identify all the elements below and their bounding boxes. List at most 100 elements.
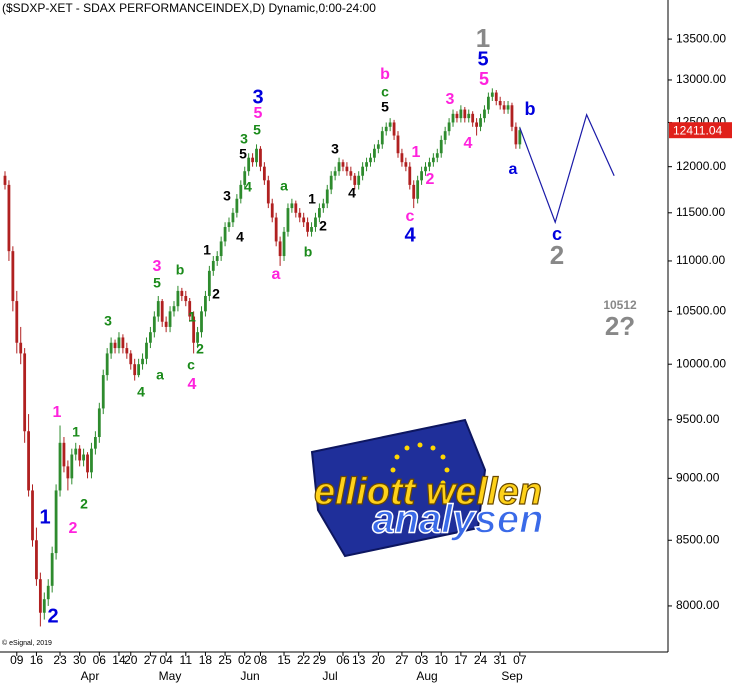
candle-body <box>121 337 125 349</box>
x-tick-label: 06 <box>336 653 350 667</box>
candle-body <box>200 311 203 333</box>
candle-body <box>15 301 19 343</box>
candle-body <box>133 364 137 376</box>
wave-label: 3 <box>331 141 339 157</box>
candle-body <box>219 241 223 257</box>
wave-label: 4 <box>244 179 252 195</box>
candle-body <box>259 148 262 167</box>
month-label: Jun <box>240 669 259 683</box>
candle-body <box>180 290 184 296</box>
candle-body <box>7 184 11 252</box>
candle-body <box>50 553 54 586</box>
candle-body <box>239 184 243 199</box>
wave-label: 2 <box>47 605 58 627</box>
x-tick-label: 06 <box>93 653 107 667</box>
candle-body <box>78 448 82 461</box>
month-label: Jul <box>322 669 337 683</box>
candle-body <box>518 130 522 145</box>
wave-label: b <box>380 66 390 83</box>
y-tick-label: 9000.00 <box>676 471 720 485</box>
x-tick-label: 04 <box>159 653 173 667</box>
x-tick-label: 07 <box>513 653 527 667</box>
candle-body <box>388 122 392 127</box>
wave-label: 1 <box>53 404 62 421</box>
candle-body <box>490 92 494 97</box>
candle-body <box>113 342 117 349</box>
wave-label: b <box>525 99 536 119</box>
candle-body <box>137 364 141 376</box>
wave-label: c <box>552 224 562 244</box>
candle-body <box>400 153 404 163</box>
candle-body <box>117 337 121 349</box>
wave-label: 1 <box>188 309 196 325</box>
candle-body <box>404 162 408 167</box>
wave-label: 2 <box>212 286 220 302</box>
candle-body <box>396 135 400 154</box>
x-tick-label: 17 <box>454 653 468 667</box>
candle-body <box>243 171 247 185</box>
candle-body <box>392 122 396 136</box>
x-tick-label: 03 <box>415 653 429 667</box>
candle-body <box>435 153 439 158</box>
candle-body <box>494 92 498 102</box>
candle-body <box>428 162 431 167</box>
candle-body <box>145 342 148 359</box>
candle-body <box>274 217 278 242</box>
candle-body <box>357 175 361 185</box>
candle-body <box>443 131 447 140</box>
candle-body <box>184 295 188 302</box>
wave-label: 2 <box>69 520 78 537</box>
candle-body <box>345 166 349 172</box>
wave-label: 3 <box>240 131 248 147</box>
wave-label: c <box>187 357 195 373</box>
candle-body <box>38 579 42 613</box>
candle-body <box>294 203 298 213</box>
wave-label: 4 <box>404 224 416 246</box>
wave-label: 2 <box>196 341 204 357</box>
wave-label: 1 <box>72 424 80 440</box>
x-tick-label: 16 <box>30 653 44 667</box>
candle-body <box>3 175 7 185</box>
candle-body <box>46 585 50 600</box>
last-price-tag <box>669 122 732 139</box>
candle-body <box>337 162 341 172</box>
x-tick-label: 25 <box>218 653 232 667</box>
x-tick-label: 09 <box>10 653 24 667</box>
month-label: Aug <box>416 669 437 683</box>
candle-body <box>58 442 62 491</box>
candle-body <box>156 301 160 317</box>
candle-body <box>42 599 46 613</box>
wave-label: 5 <box>254 105 263 122</box>
candle-body <box>125 348 129 354</box>
wave-label: a <box>509 161 518 178</box>
candle-body <box>164 321 168 327</box>
y-tick-label: 13500.00 <box>676 31 726 45</box>
wave-label: 2 <box>550 240 564 270</box>
y-tick-label: 13000.00 <box>676 72 726 86</box>
wave-label: c <box>406 208 415 225</box>
x-tick-label: 02 <box>238 653 252 667</box>
logo: elliott wellen analysen <box>310 418 544 558</box>
candle-body <box>105 353 109 376</box>
wave-label: 10512 <box>603 298 637 312</box>
logo-line1: elliott wellen <box>314 471 542 513</box>
x-tick-label: 24 <box>474 653 488 667</box>
candle-body <box>455 113 459 119</box>
candle-body <box>168 311 172 327</box>
candle-body <box>341 162 345 167</box>
candle-body <box>231 212 235 223</box>
wave-label: 1 <box>476 23 490 53</box>
y-tick-label: 10500.00 <box>676 304 726 318</box>
wave-label: 2 <box>80 496 88 512</box>
candle-body <box>365 162 368 167</box>
candles <box>3 88 522 627</box>
candle-body <box>27 431 30 491</box>
wave-label: b <box>176 262 185 278</box>
wave-label: 2 <box>426 171 435 188</box>
wave-label: 5 <box>477 48 488 70</box>
candle-body <box>255 148 258 163</box>
candle-body <box>86 454 89 473</box>
candle-body <box>207 270 211 296</box>
wave-label: 3 <box>153 258 162 275</box>
candle-body <box>318 208 321 218</box>
